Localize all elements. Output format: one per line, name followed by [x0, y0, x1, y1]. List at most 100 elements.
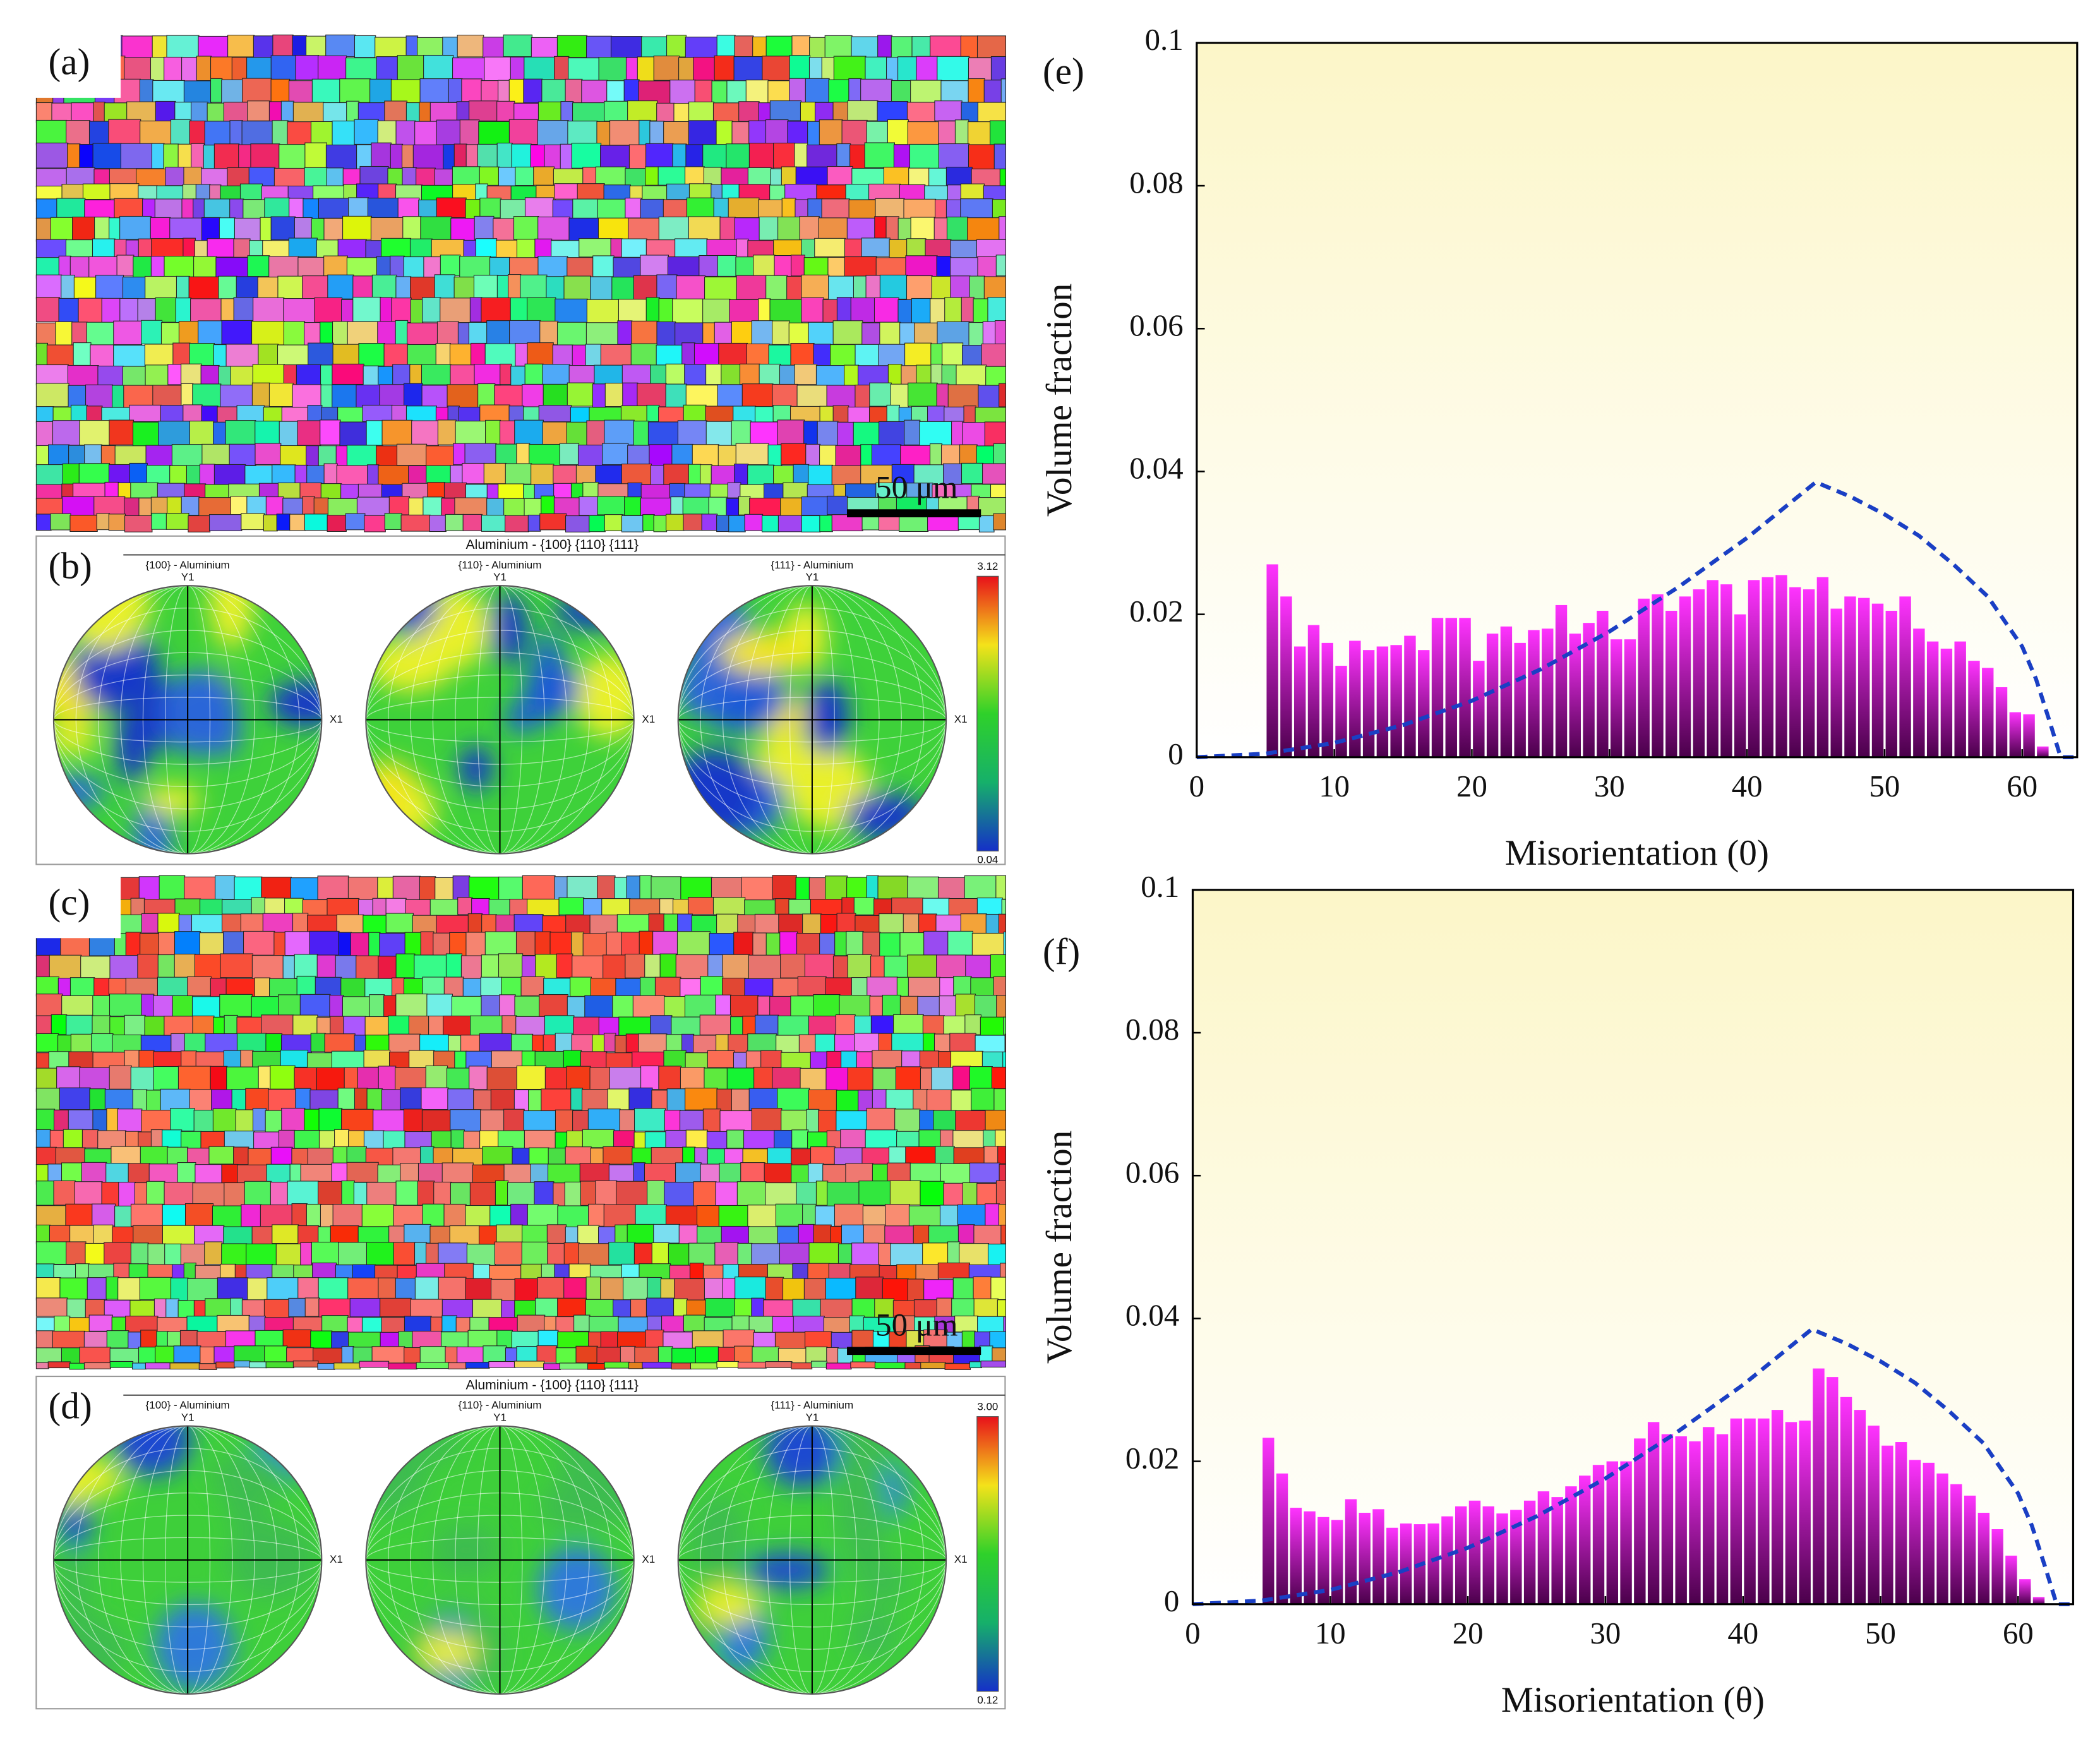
- axis-name: Y1: [181, 1411, 195, 1423]
- grain: [423, 54, 454, 80]
- grain: [238, 144, 252, 171]
- grain: [997, 1299, 1007, 1319]
- grain: [913, 1225, 930, 1245]
- grain: [183, 184, 197, 200]
- grain: [425, 1065, 448, 1090]
- grain: [727, 482, 741, 498]
- grain: [624, 496, 642, 516]
- bar: [1675, 1436, 1687, 1604]
- grain: [332, 344, 360, 368]
- grain: [765, 35, 793, 59]
- grain: [183, 237, 196, 257]
- grain: [837, 1243, 853, 1267]
- grain: [440, 255, 461, 277]
- grain: [908, 167, 930, 187]
- grain: [964, 1014, 981, 1035]
- grain: [749, 498, 782, 517]
- grain: [825, 875, 848, 900]
- grain: [808, 57, 823, 83]
- grain: [170, 1108, 195, 1132]
- grain: [465, 932, 486, 957]
- grain: [645, 297, 660, 323]
- grain: [712, 897, 746, 915]
- grain: [247, 100, 270, 121]
- grain: [754, 913, 780, 934]
- grain: [258, 1066, 272, 1090]
- grain: [990, 954, 1007, 979]
- grain: [717, 255, 737, 277]
- grain: [941, 364, 957, 386]
- grain: [429, 1225, 451, 1246]
- grain: [515, 343, 529, 366]
- grain: [86, 406, 103, 423]
- grain: [51, 1014, 68, 1035]
- grain: [193, 256, 217, 278]
- grain: [731, 321, 753, 346]
- grain: [783, 1278, 805, 1302]
- grain: [765, 119, 789, 145]
- grain: [844, 483, 877, 500]
- grain: [130, 1203, 164, 1227]
- grain: [347, 1277, 380, 1301]
- bar: [1592, 1465, 1605, 1604]
- intensity-blob: [211, 1451, 291, 1503]
- grain: [567, 875, 599, 901]
- grain: [604, 514, 623, 531]
- grain: [820, 1299, 853, 1318]
- grain: [657, 166, 687, 186]
- grain: [337, 239, 367, 258]
- grain: [976, 35, 1007, 58]
- grain: [405, 102, 421, 123]
- grain: [888, 1146, 907, 1165]
- grain: [223, 102, 249, 123]
- grain: [84, 444, 102, 467]
- grain: [828, 1263, 851, 1280]
- grain: [162, 1129, 183, 1148]
- grain: [697, 1205, 720, 1228]
- grain: [503, 1109, 525, 1133]
- grain: [609, 120, 640, 146]
- grain: [283, 298, 316, 323]
- grain: [470, 1015, 503, 1037]
- grain: [164, 256, 195, 278]
- grain: [537, 1330, 559, 1349]
- grain: [735, 256, 755, 279]
- grain: [434, 274, 455, 299]
- grain: [861, 237, 891, 257]
- grain: [339, 78, 371, 103]
- grain: [510, 56, 525, 82]
- grain: [505, 515, 529, 532]
- x-tick-label: 40: [1727, 1616, 1758, 1650]
- grain: [241, 121, 273, 147]
- grain: [234, 876, 263, 901]
- grain: [906, 1330, 925, 1349]
- grain: [984, 421, 1007, 447]
- grain: [61, 995, 94, 1018]
- grain: [950, 257, 979, 279]
- label-background: [35, 875, 121, 939]
- grain: [978, 385, 1000, 409]
- grain: [521, 1241, 549, 1265]
- grain: [252, 1108, 267, 1132]
- grain: [772, 383, 798, 408]
- grain: [513, 1089, 530, 1112]
- grain: [118, 1182, 136, 1207]
- grain: [416, 1263, 446, 1280]
- grain: [450, 1182, 471, 1208]
- grain: [371, 1346, 405, 1364]
- grain: [278, 994, 301, 1018]
- grain: [831, 514, 863, 532]
- grain: [52, 1330, 85, 1349]
- grain: [91, 1033, 114, 1052]
- grain: [330, 1225, 359, 1245]
- grain: [131, 1362, 147, 1370]
- grain: [546, 1224, 567, 1244]
- grain: [983, 1146, 999, 1164]
- grain: [901, 365, 918, 387]
- grain: [383, 995, 397, 1018]
- grain: [191, 101, 208, 123]
- grain: [482, 1146, 513, 1165]
- grain: [316, 1067, 345, 1091]
- colorbar-label: 3.00: [977, 1400, 998, 1412]
- grain: [198, 320, 223, 345]
